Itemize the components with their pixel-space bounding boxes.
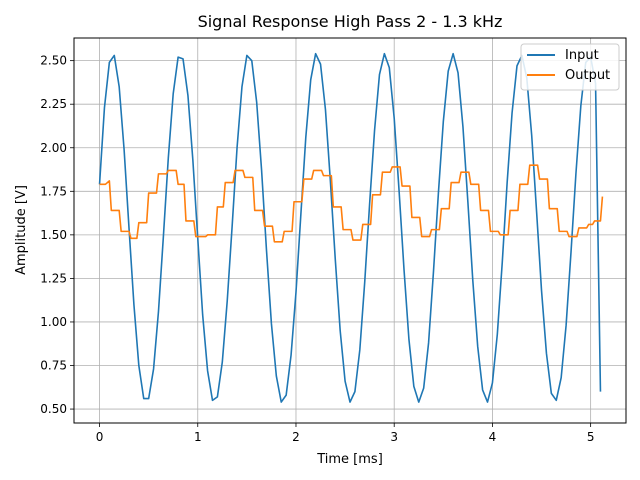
plot-area-frame <box>73 37 627 424</box>
y-tick-label: 1.00 <box>40 315 67 329</box>
x-tick-label: 5 <box>587 430 595 444</box>
y-tick-label: 2.50 <box>40 54 67 68</box>
y-axis-label: Amplitude [V] <box>14 185 29 275</box>
y-tick-label: 1.50 <box>40 228 67 242</box>
y-tick-label: 0.75 <box>40 359 67 373</box>
axis-ticks: 0 1 2 3 4 5 0.50 0.75 1.00 1.25 1.50 1.75 2.00 2.25 2.… <box>40 54 594 444</box>
legend-label-output: Output <box>565 68 610 83</box>
x-tick-label: 3 <box>390 430 398 444</box>
grid <box>74 38 626 423</box>
y-tick-label: 1.75 <box>40 184 67 198</box>
chart-title: Signal Response High Pass 2 - 1.3 kHz <box>198 12 503 31</box>
series-line-output <box>99 164 604 243</box>
x-tick-label: 4 <box>489 430 497 444</box>
x-tick-label: 1 <box>194 430 202 444</box>
series-lines <box>98 52 604 403</box>
y-tick-label: 1.25 <box>40 271 67 285</box>
x-tick-label: 2 <box>292 430 300 444</box>
legend-label-input: Input <box>565 48 599 63</box>
series-line-input <box>98 52 602 403</box>
x-axis-label: Time [ms] <box>316 452 383 467</box>
y-tick-label: 2.25 <box>40 97 67 111</box>
y-tick-label: 2.00 <box>40 141 67 155</box>
legend: Input Output <box>520 43 620 91</box>
y-tick-label: 0.50 <box>40 402 67 416</box>
x-tick-label: 0 <box>96 430 104 444</box>
